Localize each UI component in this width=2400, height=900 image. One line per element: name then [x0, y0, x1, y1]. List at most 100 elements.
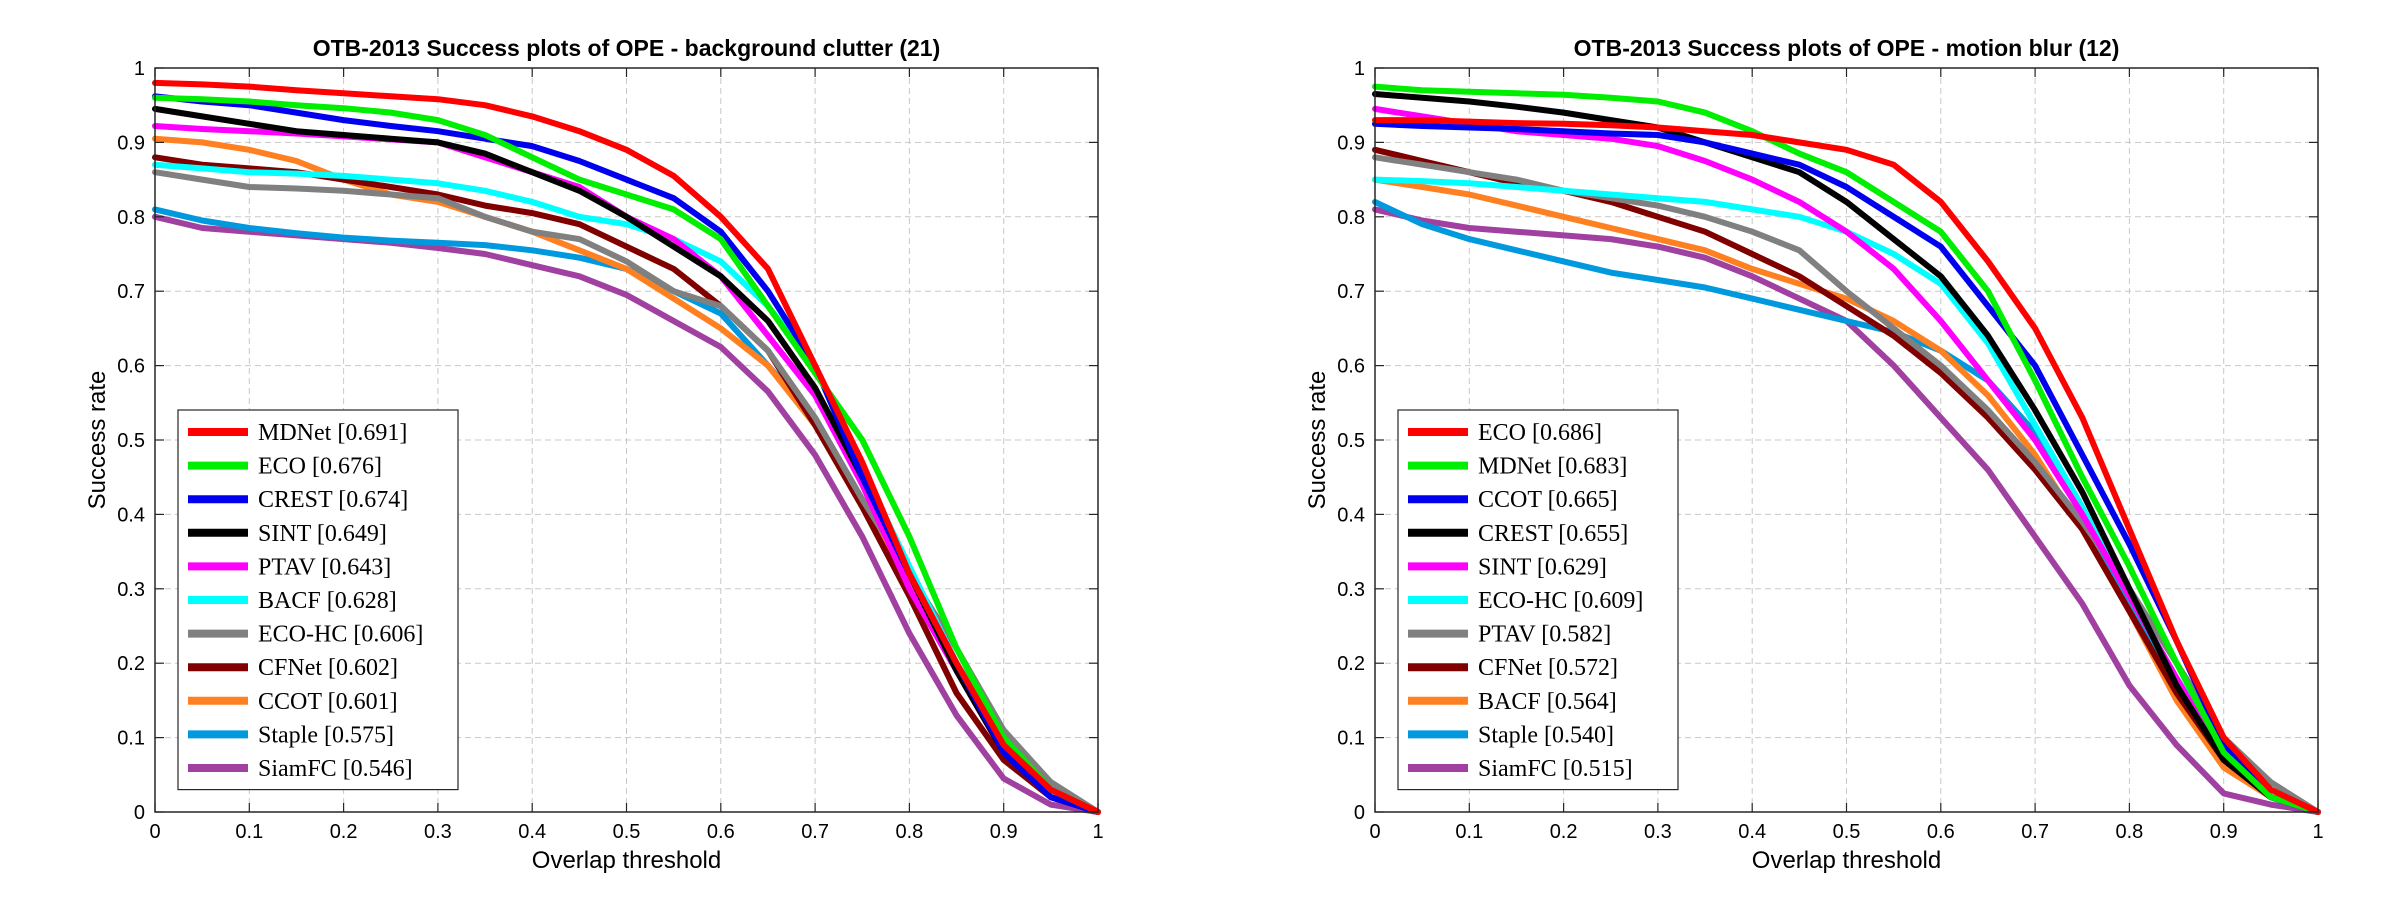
legend-entry: PTAV [0.582]	[1408, 622, 1611, 648]
y-tick-label: 0.9	[1337, 132, 1365, 154]
legend-label: SiamFC [0.515]	[1478, 756, 1633, 782]
legend-label: CREST [0.674]	[258, 487, 408, 513]
x-tick-label: 0.6	[1927, 821, 1955, 843]
legend-label: CFNet [0.572]	[1478, 655, 1618, 681]
x-tick-label: 0.7	[2021, 821, 2049, 843]
y-tick-label: 0.1	[117, 728, 145, 750]
y-tick-label: 1	[134, 58, 145, 80]
legend-label: CREST [0.655]	[1478, 521, 1628, 547]
legend-entry: ECO-HC [0.609]	[1408, 588, 1643, 614]
legend-entry: CREST [0.655]	[1408, 521, 1628, 547]
legend-entry: CCOT [0.601]	[188, 689, 398, 715]
series-group	[152, 79, 1101, 815]
legend-entry: SiamFC [0.515]	[1408, 756, 1633, 782]
x-tick-label: 0.5	[613, 821, 641, 843]
y-tick-label: 0.9	[117, 132, 145, 154]
legend-label: Staple [0.540]	[1478, 722, 1614, 748]
legend-label: PTAV [0.643]	[258, 554, 391, 580]
series-line-mdnet	[152, 79, 1101, 815]
x-tick-label: 0.1	[235, 821, 263, 843]
legend-label: MDNet [0.683]	[1478, 454, 1627, 480]
y-tick-label: 0.3	[117, 579, 145, 601]
legend-label: MDNet [0.691]	[258, 420, 407, 446]
legend-label: SiamFC [0.546]	[258, 756, 413, 782]
legend-entry: ECO-HC [0.606]	[188, 622, 423, 648]
chart-1: 0 0.1 0.2 0.3 0.4 0.5 0.6 0.7 0.8 0.9 1 0 0.1 0.2 0.3 0…	[84, 35, 1104, 874]
y-tick-label: 0.5	[1337, 430, 1365, 452]
y-tick-label: 0.5	[117, 430, 145, 452]
legend-label: Staple [0.575]	[258, 722, 394, 748]
legend-entry: ECO [0.676]	[188, 454, 382, 480]
legend-label: PTAV [0.582]	[1478, 622, 1611, 648]
chart-2: 0 0.1 0.2 0.3 0.4 0.5 0.6 0.7 0.8 0.9 1 0 0.1 0.2 0.3 0…	[1304, 35, 2324, 874]
legend-entry: SINT [0.649]	[188, 521, 387, 547]
y-tick-label: 0.8	[1337, 207, 1365, 229]
x-axis-label: Overlap threshold	[1752, 847, 1941, 874]
y-tick-label: 0.6	[1337, 356, 1365, 378]
x-tick-label: 0.8	[2115, 821, 2143, 843]
legend-entry: CREST [0.674]	[188, 487, 408, 513]
x-tick-label: 0.6	[707, 821, 735, 843]
ticks: 0 0.1 0.2 0.3 0.4 0.5 0.6 0.7 0.8 0.9 1 0 0.1 0.2 0.3 0…	[1337, 58, 2323, 843]
legend-label: CFNet [0.602]	[258, 655, 398, 681]
series-line-eco	[1372, 117, 2321, 815]
legend-entry: CCOT [0.665]	[1408, 487, 1618, 513]
x-tick-label: 1	[1092, 821, 1103, 843]
y-tick-label: 0	[134, 802, 145, 824]
x-tick-label: 0.8	[895, 821, 923, 843]
ticks: 0 0.1 0.2 0.3 0.4 0.5 0.6 0.7 0.8 0.9 1 0 0.1 0.2 0.3 0…	[117, 58, 1103, 843]
grid	[1375, 68, 2318, 812]
y-tick-label: 0.2	[1337, 653, 1365, 675]
legend-label: BACF [0.564]	[1478, 689, 1617, 715]
legend-entry: BACF [0.628]	[188, 588, 397, 614]
series-line-ptav	[1372, 154, 2321, 815]
y-tick-label: 0.2	[117, 653, 145, 675]
legend-label: ECO [0.676]	[258, 454, 382, 480]
x-tick-label: 0.2	[330, 821, 358, 843]
series-line-mdnet	[1372, 83, 2321, 815]
y-tick-label: 0.1	[1337, 728, 1365, 750]
x-tick-label: 0	[149, 821, 160, 843]
series-group	[1372, 83, 2321, 815]
chart-title: OTB-2013 Success plots of OPE - motion b…	[1574, 35, 2120, 61]
x-tick-label: 0.3	[1644, 821, 1672, 843]
legend-label: ECO [0.686]	[1478, 420, 1602, 446]
x-tick-label: 0.9	[990, 821, 1018, 843]
legend-entry: MDNet [0.691]	[188, 420, 407, 446]
legend-entry: SINT [0.629]	[1408, 554, 1607, 580]
y-tick-label: 0.4	[1337, 504, 1365, 526]
legend-label: CCOT [0.601]	[258, 689, 398, 715]
legend-entry: ECO [0.686]	[1408, 420, 1602, 446]
series-line-eco-hc	[152, 169, 1101, 815]
legend-label: ECO-HC [0.609]	[1478, 588, 1643, 614]
y-tick-label: 0.7	[1337, 281, 1365, 303]
legend: ECO [0.686] MDNet [0.683] CCOT [0.665] CRES…	[1397, 409, 1679, 791]
y-tick-label: 0.6	[117, 356, 145, 378]
legend-entry: Staple [0.575]	[188, 722, 394, 748]
legend-entry: BACF [0.564]	[1408, 689, 1617, 715]
x-axis-label: Overlap threshold	[532, 847, 721, 874]
x-tick-label: 0.1	[1455, 821, 1483, 843]
x-tick-label: 1	[2312, 821, 2323, 843]
y-tick-label: 0	[1354, 802, 1365, 824]
y-tick-label: 0.8	[117, 207, 145, 229]
y-tick-label: 0.4	[117, 504, 145, 526]
legend-entry: Staple [0.540]	[1408, 722, 1614, 748]
x-tick-label: 0.2	[1550, 821, 1578, 843]
x-tick-label: 0.7	[801, 821, 829, 843]
legend-label: BACF [0.628]	[258, 588, 397, 614]
legend-entry: CFNet [0.572]	[1408, 655, 1618, 681]
legend-entry: MDNet [0.683]	[1408, 454, 1627, 480]
legend: MDNet [0.691] ECO [0.676] CREST [0.674] SIN…	[177, 409, 459, 791]
legend-label: CCOT [0.665]	[1478, 487, 1618, 513]
x-tick-label: 0.4	[1738, 821, 1766, 843]
x-tick-label: 0	[1369, 821, 1380, 843]
y-axis-label: Success rate	[84, 371, 111, 510]
x-tick-label: 0.5	[1833, 821, 1861, 843]
legend-entry: PTAV [0.643]	[188, 554, 391, 580]
y-tick-label: 1	[1354, 58, 1365, 80]
series-line-crest	[1372, 91, 2321, 815]
legend-label: ECO-HC [0.606]	[258, 622, 423, 648]
legend-label: SINT [0.649]	[258, 521, 387, 547]
